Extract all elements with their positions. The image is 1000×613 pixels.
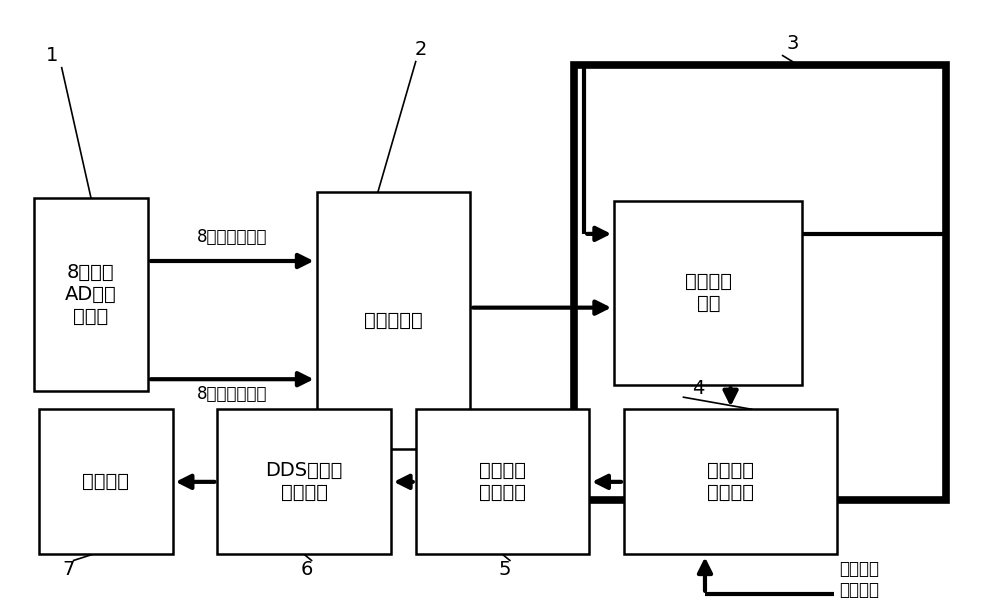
Bar	[574, 64, 946, 500]
Text: 2: 2	[414, 40, 427, 59]
Bar	[416, 409, 589, 554]
Bar	[39, 409, 173, 554]
Text: 控制字状
态锁存器: 控制字状 态锁存器	[707, 462, 754, 502]
Text: 7: 7	[62, 560, 75, 579]
Bar	[614, 200, 802, 385]
Text: 时钟控制
输入信号: 时钟控制 输入信号	[839, 560, 879, 600]
Bar	[34, 197, 148, 391]
Text: 4: 4	[692, 379, 705, 398]
Text: 8位理想値信号: 8位理想値信号	[197, 228, 268, 246]
Text: 第一减法器: 第一减法器	[364, 311, 423, 330]
Text: 第二加减
法器: 第二加减 法器	[685, 272, 732, 313]
Text: 1: 1	[46, 46, 58, 65]
Text: 8位测量値信号: 8位测量値信号	[197, 385, 268, 403]
Bar	[217, 409, 391, 554]
Bar	[624, 409, 837, 554]
Text: 发射电路: 发射电路	[82, 473, 129, 492]
Text: 6: 6	[300, 560, 313, 579]
Text: 8位并口
AD模数
转换器: 8位并口 AD模数 转换器	[65, 263, 117, 326]
Text: 模拟开关
电阵网络: 模拟开关 电阵网络	[479, 462, 526, 502]
Text: 3: 3	[786, 34, 799, 53]
Text: 5: 5	[499, 560, 511, 579]
Text: DDS数字频
率合成器: DDS数字频 率合成器	[265, 462, 343, 502]
Bar	[317, 192, 470, 449]
